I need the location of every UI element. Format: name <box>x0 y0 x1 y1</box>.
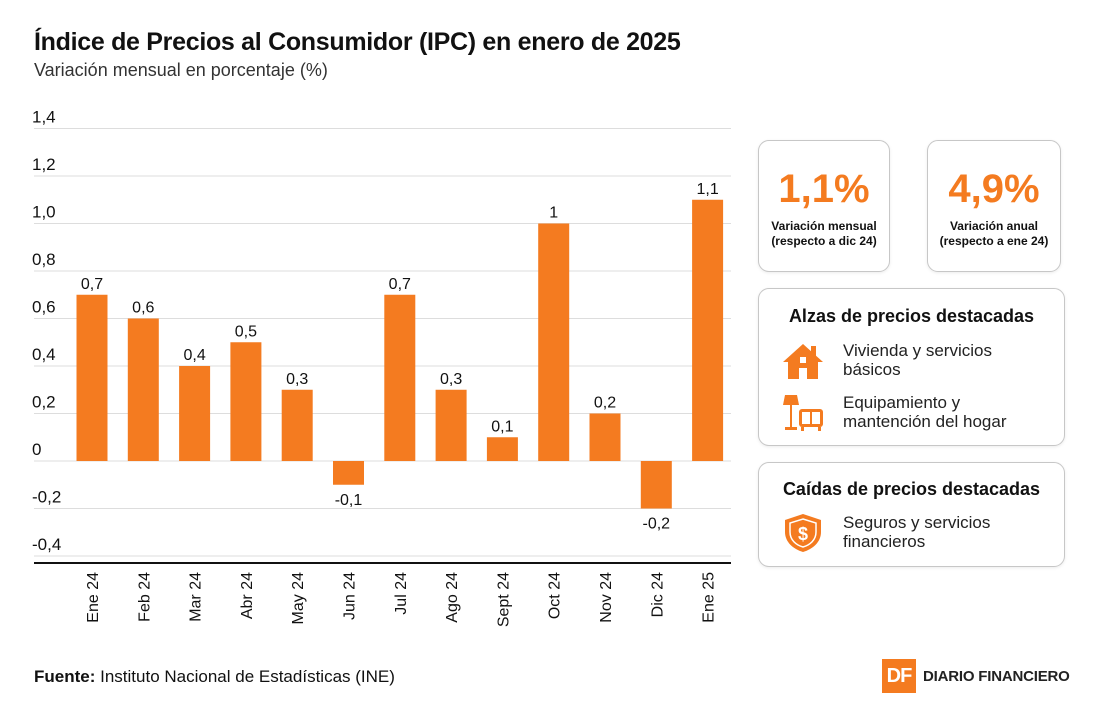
alzas-item-vivienda-line1: Vivienda y servicios <box>843 341 992 360</box>
data-label: 0,6 <box>132 300 154 317</box>
y-tick-label: 1,4 <box>32 108 56 127</box>
brand-logo-name: DIARIO FINANCIERO <box>923 667 1070 685</box>
brand-logo-mark: DF <box>882 659 916 693</box>
bar <box>486 437 518 461</box>
x-tick-label: May 24 <box>290 572 307 625</box>
x-tick-label: Ene 24 <box>85 572 102 623</box>
y-tick-label: 0,4 <box>32 345 56 364</box>
kpi-card-monthly: 1,1% Variación mensual (respecto a dic 2… <box>758 140 890 272</box>
data-label: 0,2 <box>594 395 616 412</box>
y-tick-label: 0 <box>32 440 41 459</box>
alzas-item-equipamiento-line2: mantención del hogar <box>843 412 1007 431</box>
data-label: 0,3 <box>440 371 462 388</box>
chart-title: Índice de Precios al Consumidor (IPC) en… <box>34 28 681 56</box>
alzas-item-equipamiento-line1: Equipamiento y <box>843 393 961 412</box>
x-tick-label: Nov 24 <box>598 572 615 623</box>
chart-subtitle: Variación mensual en porcentaje (%) <box>34 60 328 80</box>
y-tick-label: 0,8 <box>32 250 56 269</box>
bar <box>692 199 724 461</box>
x-tick-label: Dic 24 <box>649 572 666 617</box>
bar <box>281 389 313 461</box>
alzas-item-equipamiento: Equipamiento y mantención del hogar <box>781 393 1007 433</box>
kpi-monthly-label: Variación mensual (respecto a dic 24) <box>771 219 877 248</box>
kpi-annual-label: Variación anual (respecto a ene 24) <box>939 219 1049 248</box>
caidas-item-seguros: $ Seguros y servicios financieros <box>781 513 990 553</box>
data-label: 0,5 <box>235 323 257 340</box>
x-tick-label: Sept 24 <box>495 572 512 627</box>
y-tick-label: -0,4 <box>32 535 61 554</box>
caidas-item-seguros-line1: Seguros y servicios <box>843 513 991 532</box>
bar <box>127 318 159 461</box>
bar <box>230 342 262 461</box>
x-tick-label: Jul 24 <box>393 572 410 615</box>
bar <box>76 294 108 461</box>
kpi-annual-value: 4,9% <box>948 167 1040 211</box>
alzas-item-vivienda-line2: básicos <box>843 360 901 379</box>
x-tick-label: Abr 24 <box>239 572 256 619</box>
caidas-title: Caídas de precios destacadas <box>782 479 1041 499</box>
furniture-icon <box>783 395 823 431</box>
data-label: 0,1 <box>491 418 513 435</box>
caidas-card: Caídas de precios destacadas $ Seguros y… <box>758 462 1065 567</box>
y-tick-label: 1,0 <box>32 203 56 222</box>
data-label: -0,1 <box>335 492 363 509</box>
x-tick-label: Ago 24 <box>444 572 461 623</box>
kpi-card-annual: 4,9% Variación anual (respecto a ene 24) <box>927 140 1061 272</box>
house-icon <box>783 344 823 379</box>
alzas-card: Alzas de precios destacadas Vivienda y s… <box>758 288 1065 446</box>
source-label: Fuente: <box>34 667 96 686</box>
svg-text:$: $ <box>798 524 808 544</box>
x-tick-label: Oct 24 <box>547 572 564 619</box>
y-tick-label: 0,6 <box>32 298 56 317</box>
data-label: 0,7 <box>389 276 411 293</box>
alzas-item-vivienda: Vivienda y servicios básicos <box>781 341 992 381</box>
y-tick-label: 1,2 <box>32 155 56 174</box>
bar <box>179 366 211 461</box>
x-tick-label: Ene 25 <box>701 572 718 623</box>
y-tick-label: 0,2 <box>32 393 56 412</box>
data-label: 0,3 <box>286 371 308 388</box>
shield-dollar-icon: $ <box>785 514 821 552</box>
data-label: -0,2 <box>643 516 671 533</box>
bar <box>384 294 416 461</box>
source-text: Instituto Nacional de Estadísticas (INE) <box>95 667 395 686</box>
bar <box>589 413 621 461</box>
bar <box>538 223 570 461</box>
y-tick-label: -0,2 <box>32 488 61 507</box>
bar-chart: 1,4 1,2 1,0 0,8 0,6 0,4 0,2 0 -0,2 -0,4 0,7 Ene 24 0… <box>32 108 731 627</box>
alzas-title: Alzas de precios destacadas <box>788 306 1035 326</box>
caidas-item-seguros-line2: financieros <box>843 532 926 551</box>
data-label: 0,7 <box>81 276 103 293</box>
data-label: 1 <box>549 205 558 222</box>
data-label: 0,4 <box>183 347 205 364</box>
brand-logo: DF DIARIO FINANCIERO <box>882 659 1070 693</box>
x-tick-label: Feb 24 <box>136 572 153 622</box>
x-tick-label: Jun 24 <box>342 572 359 620</box>
source-note: Fuente: Instituto Nacional de Estadístic… <box>34 667 395 687</box>
bar <box>640 461 672 509</box>
bar <box>333 461 364 485</box>
x-tick-label: Mar 24 <box>188 572 205 622</box>
data-label: 1,1 <box>696 181 718 198</box>
bar <box>435 389 467 461</box>
kpi-monthly-value: 1,1% <box>778 167 870 211</box>
